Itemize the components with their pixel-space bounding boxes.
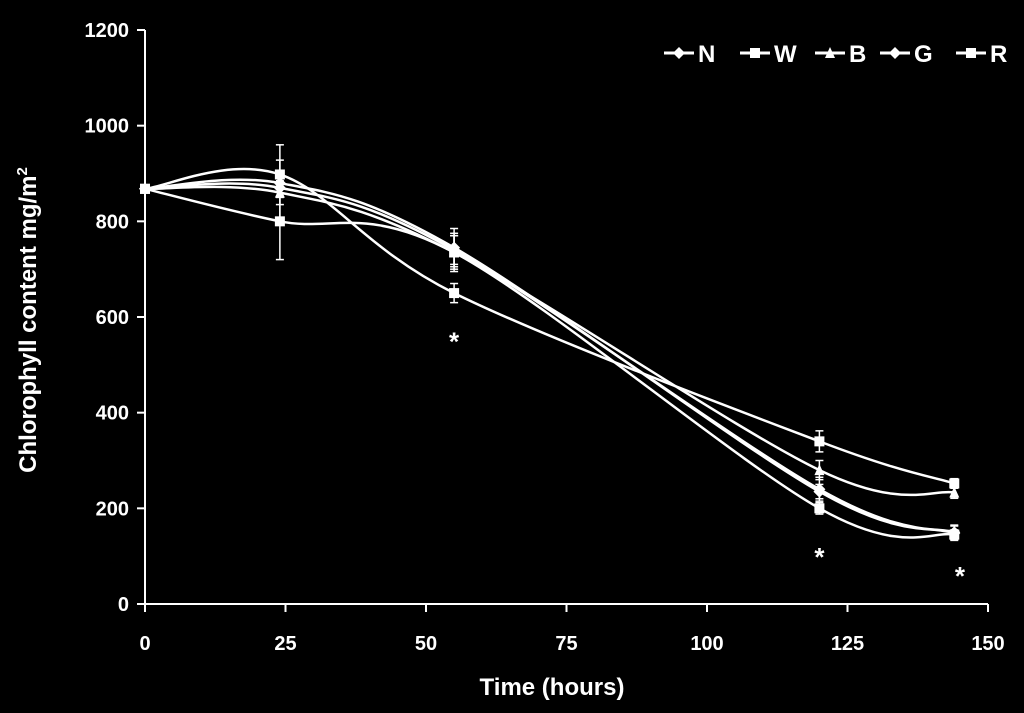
data-point-r: [814, 436, 825, 447]
y-tick-label: 800: [96, 211, 129, 233]
ticks: 0 25 50 75 100 125 150 0 200 400 600 800 1000 1200: [85, 20, 1005, 655]
y-tick-label: 1000: [85, 116, 130, 138]
legend-item-w: W: [740, 41, 797, 68]
series-line-r: [144, 167, 955, 485]
data-point-w: [814, 503, 825, 514]
y-tick-label: 600: [96, 307, 129, 329]
data-point-g: [273, 177, 286, 190]
data-point-g: [948, 526, 961, 539]
significance-asterisk: *: [814, 542, 825, 572]
legend-marker-b: [825, 47, 835, 58]
x-tick-label: 25: [274, 633, 296, 655]
x-tick-label: 50: [415, 633, 437, 655]
legend-item-r: R: [956, 41, 1007, 68]
error-bars: [275, 144, 959, 542]
significance-asterisk: *: [449, 327, 460, 357]
legend-label-r: R: [990, 41, 1007, 68]
y-axis-title-main: Chlorophyll content mg/m: [15, 176, 42, 473]
x-axis-title: Time (hours): [480, 674, 625, 701]
data-point-w: [274, 216, 285, 227]
series-lines: [144, 167, 955, 539]
legend-label-g: G: [914, 41, 933, 68]
legend-item-b: B: [815, 41, 866, 68]
y-tick-label: 1200: [85, 20, 130, 42]
legend-marker-r: [966, 48, 976, 58]
legend-item-g: G: [880, 41, 933, 68]
data-point-r: [140, 183, 150, 194]
y-axis-title-superscript: 2: [14, 167, 31, 175]
x-tick-label: 150: [971, 633, 1004, 655]
y-tick-label: 200: [96, 498, 129, 520]
data-point-b: [274, 186, 285, 198]
y-tick-label: 400: [96, 403, 129, 425]
x-tick-label: 75: [555, 633, 577, 655]
legend-marker-g: [889, 47, 901, 59]
legend-marker-n: [673, 47, 685, 59]
annotations: * * *: [449, 327, 966, 591]
legend-label-n: N: [698, 41, 715, 68]
series-line-n: [144, 182, 955, 535]
legend-label-w: W: [774, 41, 797, 68]
y-axis-title: Chlorophyll content mg/m2: [14, 167, 42, 473]
data-point-r: [449, 288, 460, 299]
legend-label-b: B: [849, 41, 866, 68]
data-point-b: [814, 464, 825, 476]
y-tick-label: 0: [118, 594, 129, 616]
data-point-b: [949, 486, 960, 498]
series-markers: [139, 169, 961, 540]
data-point-r: [949, 478, 960, 489]
legend-marker-w: [750, 48, 760, 58]
x-tick-label: 0: [139, 633, 150, 655]
data-point-g: [448, 241, 461, 254]
x-tick-label: 125: [831, 633, 864, 655]
series-line-b: [144, 185, 955, 497]
significance-asterisk: *: [955, 561, 966, 591]
legend-item-n: N: [664, 41, 715, 68]
data-point-g: [813, 485, 826, 498]
data-point-r: [274, 169, 285, 180]
x-tick-label: 100: [690, 633, 723, 655]
series-line-w: [144, 187, 955, 539]
series-line-g: [144, 178, 955, 534]
